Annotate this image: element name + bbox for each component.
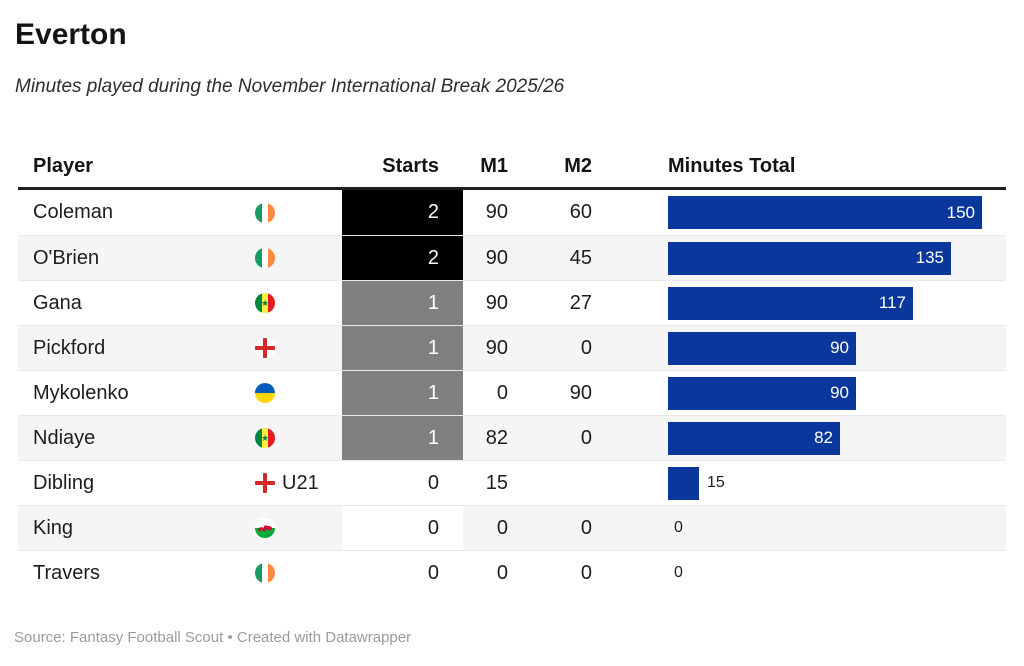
minutes-bar: 135 xyxy=(668,241,951,275)
minutes-total-value: 15 xyxy=(707,474,725,491)
column-header-minutes-total: Minutes Total xyxy=(668,154,796,177)
column-header-m2: M2 xyxy=(564,154,592,177)
m1-value: 0 xyxy=(463,370,518,415)
column-header-starts: Starts xyxy=(382,154,439,177)
table-row: Mykolenko 1 0 90 90 xyxy=(18,370,1006,415)
m2-value: 60 xyxy=(569,201,592,223)
ireland-flag-icon xyxy=(255,248,275,268)
m1-value: 90 xyxy=(485,201,508,223)
minutes-total-cell: 90 xyxy=(606,370,1006,415)
m2-value: 0 xyxy=(518,550,606,595)
m2-value xyxy=(518,460,606,505)
minutes-total-cell: 90 xyxy=(606,325,1006,370)
m1-value: 90 xyxy=(463,325,518,370)
player-name: O'Brien xyxy=(18,235,255,280)
ireland-flag-icon xyxy=(255,563,275,583)
m1-value: 0 xyxy=(463,550,518,595)
player-name: Travers xyxy=(18,550,255,595)
m1-value: 90 xyxy=(463,280,518,325)
senegal-flag-icon: ★ xyxy=(255,428,275,448)
page-title: Everton xyxy=(15,18,127,51)
chart-subtitle: Minutes played during the November Inter… xyxy=(15,76,565,97)
m2-value: 0 xyxy=(518,325,606,370)
senegal-flag-icon: ★ xyxy=(255,293,275,313)
minutes-total-cell: 150 xyxy=(606,190,1006,235)
starts-value: 2 xyxy=(342,190,463,235)
m2-value: 90 xyxy=(518,370,606,415)
source-attribution: Source: Fantasy Football Scout • Created… xyxy=(14,629,412,646)
minutes-bar: 150 xyxy=(668,196,982,229)
m1-value: 0 xyxy=(463,505,518,550)
m2-value: 45 xyxy=(518,235,606,280)
nation-cell: ★ xyxy=(255,280,342,325)
m2-value: 0 xyxy=(518,505,606,550)
minutes-total-cell: 0 xyxy=(606,505,1006,550)
minutes-bar: 117 xyxy=(668,286,913,320)
player-name: Dibling xyxy=(18,460,255,505)
starts-value: 0 xyxy=(342,505,463,550)
starts-value: 1 xyxy=(342,370,463,415)
minutes-total-cell: 0 xyxy=(606,550,1006,595)
player-name: Coleman xyxy=(33,201,114,223)
table-row: Pickford 1 90 0 90 xyxy=(18,325,1006,370)
minutes-total-cell: 82 xyxy=(606,415,1006,460)
m1-value: 82 xyxy=(463,415,518,460)
nation-cell xyxy=(255,550,342,595)
table-row: Travers 0 0 0 0 xyxy=(18,550,1006,595)
nation-age-label: U21 xyxy=(282,471,319,494)
column-header-player: Player xyxy=(33,154,94,177)
england-flag-icon xyxy=(255,473,275,493)
ireland-flag-icon xyxy=(255,202,275,223)
m2-value: 0 xyxy=(518,415,606,460)
m2-value: 27 xyxy=(518,280,606,325)
minutes-table: Player Starts M1 M2 Minutes Total Colema… xyxy=(18,145,1006,595)
england-flag-icon xyxy=(255,338,275,358)
minutes-total-cell: 135 xyxy=(606,235,1006,280)
nation-cell: ★ xyxy=(255,415,342,460)
m1-value: 90 xyxy=(463,235,518,280)
minutes-bar: 90 xyxy=(668,376,856,410)
starts-value: 1 xyxy=(342,325,463,370)
starts-value: 0 xyxy=(342,550,463,595)
nation-cell xyxy=(255,505,342,550)
minutes-total-cell: 15 xyxy=(606,460,1006,505)
ukraine-flag-icon xyxy=(255,383,275,403)
player-name: Pickford xyxy=(18,325,255,370)
minutes-total-value: 0 xyxy=(674,564,683,581)
minutes-total-cell: 117 xyxy=(606,280,1006,325)
player-name: Gana xyxy=(18,280,255,325)
nation-cell xyxy=(255,370,342,415)
table-row: Gana ★ 1 90 27 117 xyxy=(18,280,1006,325)
m1-value: 15 xyxy=(463,460,518,505)
minutes-total-value: 0 xyxy=(674,519,683,536)
nation-cell: U21 xyxy=(255,460,342,505)
table-header-row: Player Starts M1 M2 Minutes Total xyxy=(18,145,1006,190)
table-row: Coleman 2 90 60 150 xyxy=(18,190,1006,235)
nation-cell xyxy=(255,190,342,235)
player-name: Ndiaye xyxy=(18,415,255,460)
minutes-bar: 90 xyxy=(668,331,856,365)
starts-value: 0 xyxy=(342,460,463,505)
nation-cell xyxy=(255,325,342,370)
wales-flag-icon xyxy=(255,518,275,538)
table-body: Coleman 2 90 60 150 O'Brien 2 90 45 135 … xyxy=(18,190,1006,595)
player-name: Mykolenko xyxy=(18,370,255,415)
table-row: King 0 0 0 0 xyxy=(18,505,1006,550)
minutes-bar xyxy=(668,466,699,500)
table-row: Ndiaye ★ 1 82 0 82 xyxy=(18,415,1006,460)
nation-cell xyxy=(255,235,342,280)
column-header-m1: M1 xyxy=(480,154,508,177)
starts-value: 1 xyxy=(342,415,463,460)
starts-value: 2 xyxy=(342,235,463,280)
minutes-bar: 82 xyxy=(668,421,840,455)
player-name: King xyxy=(18,505,255,550)
table-row: Dibling U21 0 15 15 xyxy=(18,460,1006,505)
table-row: O'Brien 2 90 45 135 xyxy=(18,235,1006,280)
starts-value: 1 xyxy=(342,280,463,325)
